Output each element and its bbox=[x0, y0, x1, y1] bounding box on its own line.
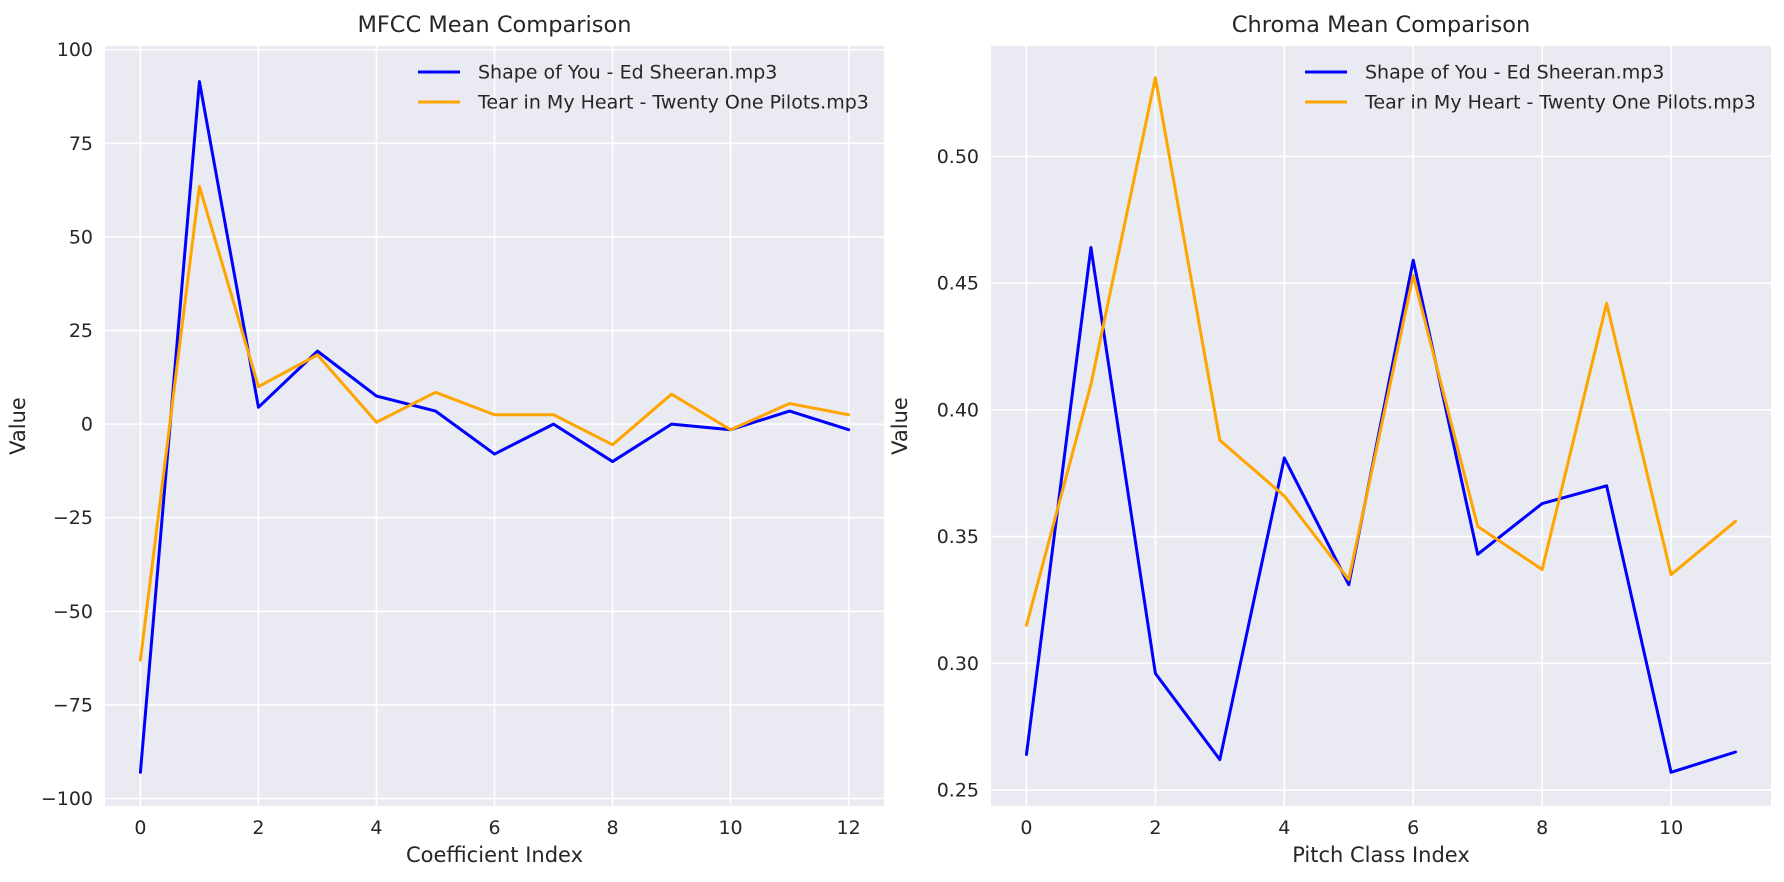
mfcc-y-tick-label: −100 bbox=[41, 788, 93, 810]
mfcc-y-tick-label: 25 bbox=[69, 320, 93, 342]
mfcc-y-tick-label: 50 bbox=[69, 226, 93, 248]
mfcc-x-tick-label: 0 bbox=[134, 817, 146, 839]
chroma-x-axis-label: Pitch Class Index bbox=[1292, 843, 1470, 867]
mfcc-x-tick-label: 8 bbox=[606, 817, 618, 839]
chroma-x-tick-label: 6 bbox=[1407, 817, 1419, 839]
chroma-x-tick-label: 2 bbox=[1149, 817, 1161, 839]
chroma-y-tick-label: 0.35 bbox=[937, 526, 979, 548]
chroma-legend: Shape of You - Ed Sheeran.mp3 Tear in My … bbox=[1305, 62, 1756, 114]
mfcc-y-tick-label: 100 bbox=[57, 39, 93, 61]
mfcc-x-tick-label: 10 bbox=[718, 817, 742, 839]
chroma-y-tick-label: 0.25 bbox=[937, 780, 979, 802]
mfcc-chart: 0 2 4 6 8 10 12 −100 −75 −50 −25 0 25 50 75 100 MFCC Mea… bbox=[6, 12, 884, 867]
mfcc-y-tick-label: 0 bbox=[81, 414, 93, 436]
mfcc-y-tick-label: −75 bbox=[53, 694, 93, 716]
mfcc-x-tick-label: 6 bbox=[488, 817, 500, 839]
mfcc-y-tick-label: −50 bbox=[53, 601, 93, 623]
mfcc-y-tick-label: 75 bbox=[69, 133, 93, 155]
chroma-legend-label-1: Tear in My Heart - Twenty One Pilots.mp3 bbox=[1364, 92, 1756, 114]
mfcc-legend-label-1: Tear in My Heart - Twenty One Pilots.mp3 bbox=[477, 92, 869, 114]
mfcc-legend: Shape of You - Ed Sheeran.mp3 Tear in My … bbox=[418, 62, 869, 114]
chroma-legend-label-0: Shape of You - Ed Sheeran.mp3 bbox=[1365, 62, 1664, 84]
mfcc-x-tick-label: 4 bbox=[370, 817, 382, 839]
chroma-y-axis-label: Value bbox=[888, 397, 912, 455]
mfcc-chart-title: MFCC Mean Comparison bbox=[357, 12, 631, 38]
mfcc-y-axis-label: Value bbox=[6, 397, 30, 455]
chroma-chart: 0 2 4 6 8 10 0.25 0.30 0.35 0.40 0.45 0.50 Chroma Me… bbox=[888, 12, 1771, 867]
chroma-x-tick-label: 4 bbox=[1278, 817, 1290, 839]
chroma-x-tick-label: 0 bbox=[1020, 817, 1032, 839]
mfcc-series-line-1 bbox=[138, 184, 851, 662]
chroma-y-tick-label: 0.50 bbox=[937, 146, 979, 168]
chroma-chart-title: Chroma Mean Comparison bbox=[1232, 12, 1531, 38]
mfcc-x-axis-label: Coefficient Index bbox=[406, 843, 583, 867]
mfcc-x-tick-label: 12 bbox=[836, 817, 860, 839]
mfcc-x-tick-label: 2 bbox=[252, 817, 264, 839]
chroma-y-tick-label: 0.30 bbox=[937, 653, 979, 675]
mfcc-legend-label-0: Shape of You - Ed Sheeran.mp3 bbox=[478, 62, 777, 84]
chroma-x-tick-label: 8 bbox=[1536, 817, 1548, 839]
chroma-x-tick-label: 10 bbox=[1659, 817, 1683, 839]
mfcc-y-tick-label: −25 bbox=[53, 507, 93, 529]
chroma-y-tick-label: 0.40 bbox=[937, 399, 979, 421]
chroma-series-line-1 bbox=[1024, 76, 1738, 627]
chroma-y-tick-label: 0.45 bbox=[937, 273, 979, 295]
